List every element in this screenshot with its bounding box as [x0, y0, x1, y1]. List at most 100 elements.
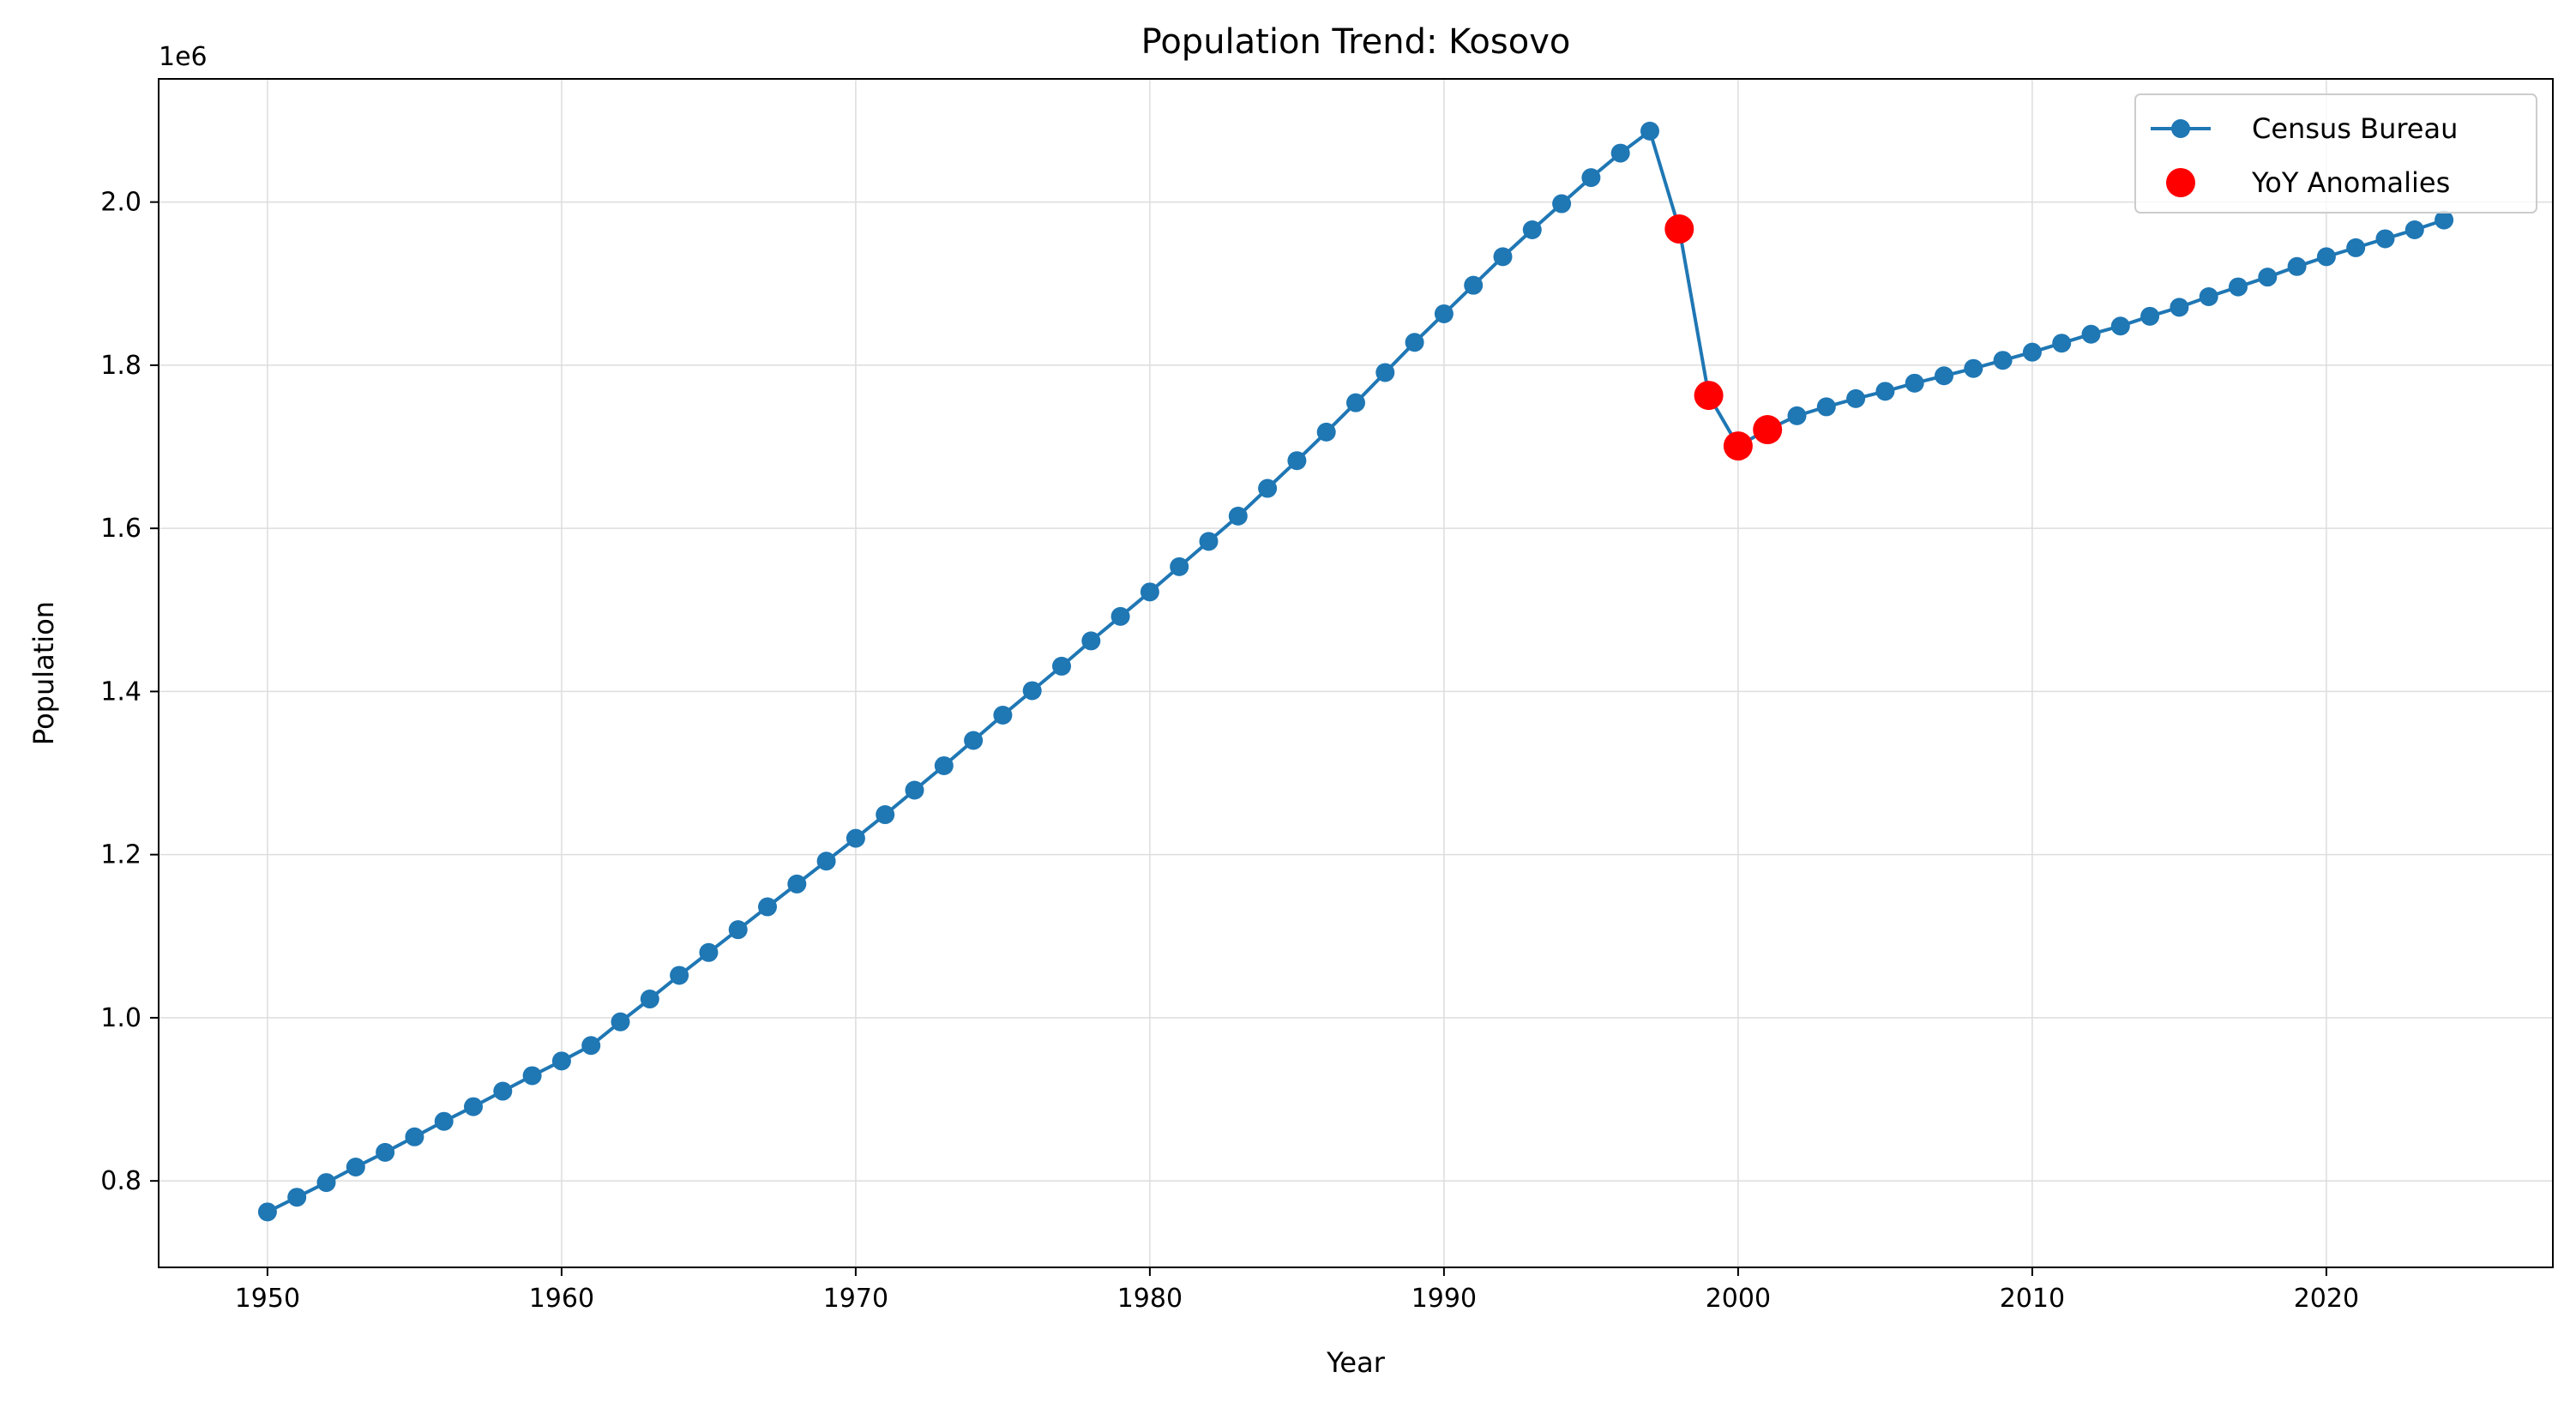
- data-point-census-bureau: [1052, 656, 1072, 676]
- data-point-census-bureau: [787, 874, 807, 894]
- data-point-census-bureau: [1287, 451, 1307, 471]
- chart-title: Population Trend: Kosovo: [1141, 22, 1571, 62]
- data-point-yoy-anomaly: [1723, 431, 1753, 461]
- y-axis-label: Population: [27, 601, 60, 745]
- x-axis-label: Year: [1326, 1346, 1386, 1379]
- data-point-census-bureau: [611, 1012, 630, 1032]
- data-point-census-bureau: [2081, 324, 2101, 344]
- data-point-census-bureau: [434, 1111, 454, 1131]
- y-tick-label: 1.2: [100, 840, 141, 870]
- data-point-census-bureau: [1375, 363, 1395, 382]
- data-point-census-bureau: [581, 1036, 601, 1056]
- x-tick-label: 1950: [235, 1284, 300, 1314]
- x-tick-label: 1980: [1117, 1284, 1183, 1314]
- data-point-census-bureau: [1405, 333, 1424, 352]
- data-point-census-bureau: [1464, 275, 1484, 295]
- grid: [159, 79, 2553, 1267]
- data-point-census-bureau: [699, 942, 719, 962]
- data-point-census-bureau: [1022, 681, 1042, 701]
- data-point-census-bureau: [2435, 210, 2454, 230]
- y-tick-label: 0.8: [100, 1166, 141, 1196]
- data-point-census-bureau: [1316, 422, 1336, 442]
- data-point-census-bureau: [1199, 532, 1219, 551]
- legend-label-yoy-anomalies: YoY Anomalies: [2251, 166, 2450, 199]
- data-point-census-bureau: [964, 731, 984, 750]
- y-tick-label: 1.6: [100, 514, 141, 544]
- data-point-census-bureau: [1228, 506, 1248, 526]
- y-tick-label: 1.4: [100, 677, 141, 707]
- data-point-census-bureau: [405, 1127, 424, 1146]
- ticks: 1950 1960 1970 1980 1990 2000 2010 2020 0.8 1.0 1.…: [100, 188, 2359, 1314]
- data-point-census-bureau: [1081, 631, 1101, 651]
- data-point-census-bureau: [346, 1157, 365, 1176]
- y-tick-label: 1.8: [100, 351, 141, 381]
- x-tick-label: 1960: [529, 1284, 594, 1314]
- plot-frame: [158, 78, 2554, 1268]
- legend-marker-census-bureau: [2171, 119, 2190, 138]
- data-point-census-bureau: [2375, 229, 2395, 249]
- y-tick-label: 2.0: [100, 188, 141, 218]
- data-point-census-bureau: [376, 1142, 395, 1162]
- legend: Census Bureau YoY Anomalies: [2134, 93, 2537, 214]
- data-point-census-bureau: [1552, 194, 1572, 214]
- x-tick-label: 2000: [1706, 1284, 1771, 1314]
- series-layer: [257, 121, 2454, 1222]
- legend-box: [2134, 93, 2537, 214]
- x-tick-label: 1990: [1411, 1284, 1477, 1314]
- x-tick-label: 1970: [823, 1284, 888, 1314]
- data-point-census-bureau: [1640, 121, 1659, 141]
- legend-marker-yoy-anomalies: [2166, 168, 2195, 197]
- data-point-census-bureau: [2258, 268, 2278, 287]
- data-point-census-bureau: [1993, 351, 2013, 370]
- data-point-yoy-anomaly: [1753, 415, 1783, 445]
- data-point-census-bureau: [551, 1051, 571, 1071]
- data-point-census-bureau: [905, 780, 924, 800]
- data-point-census-bureau: [1581, 168, 1601, 188]
- data-point-census-bureau: [1787, 406, 1807, 425]
- data-point-census-bureau: [1110, 606, 1130, 626]
- legend-label-census-bureau: Census Bureau: [2252, 112, 2458, 145]
- data-point-census-bureau: [257, 1202, 277, 1222]
- data-point-census-bureau: [2022, 342, 2042, 362]
- data-point-census-bureau: [670, 966, 689, 985]
- data-point-census-bureau: [876, 805, 895, 825]
- data-point-census-bureau: [1434, 304, 1454, 323]
- data-point-census-bureau: [2170, 298, 2189, 317]
- data-point-census-bureau: [1258, 478, 1278, 498]
- data-point-census-bureau: [1610, 143, 1630, 163]
- data-point-census-bureau: [1346, 393, 1365, 412]
- data-point-census-bureau: [640, 990, 659, 1009]
- data-point-census-bureau: [993, 705, 1013, 725]
- data-point-census-bureau: [1846, 388, 1866, 408]
- data-point-census-bureau: [1816, 397, 1836, 417]
- data-point-yoy-anomaly: [1694, 381, 1724, 411]
- data-point-census-bureau: [1140, 582, 1159, 602]
- data-point-census-bureau: [1905, 373, 1924, 393]
- data-point-census-bureau: [846, 828, 865, 848]
- x-tick-label: 2010: [2000, 1284, 2065, 1314]
- x-tick-label: 2020: [2294, 1284, 2359, 1314]
- data-point-census-bureau: [464, 1097, 484, 1116]
- data-point-census-bureau: [2316, 247, 2336, 267]
- data-point-census-bureau: [1170, 557, 1189, 576]
- data-point-census-bureau: [2346, 238, 2366, 257]
- data-point-census-bureau: [1522, 220, 1542, 239]
- data-point-census-bureau: [2110, 316, 2130, 336]
- data-point-census-bureau: [2287, 256, 2307, 276]
- data-point-census-bureau: [2199, 286, 2218, 306]
- data-point-yoy-anomaly: [1664, 214, 1694, 244]
- data-point-census-bureau: [2404, 220, 2424, 239]
- data-point-census-bureau: [1875, 382, 1895, 401]
- data-point-census-bureau: [1964, 358, 1983, 378]
- data-point-census-bureau: [2228, 277, 2248, 297]
- data-point-census-bureau: [1493, 247, 1513, 267]
- data-point-census-bureau: [316, 1173, 336, 1193]
- data-point-census-bureau: [934, 755, 954, 775]
- data-point-census-bureau: [287, 1188, 307, 1207]
- y-offset-label: 1e6: [159, 42, 208, 72]
- data-point-census-bureau: [522, 1066, 542, 1086]
- data-point-census-bureau: [2140, 306, 2160, 326]
